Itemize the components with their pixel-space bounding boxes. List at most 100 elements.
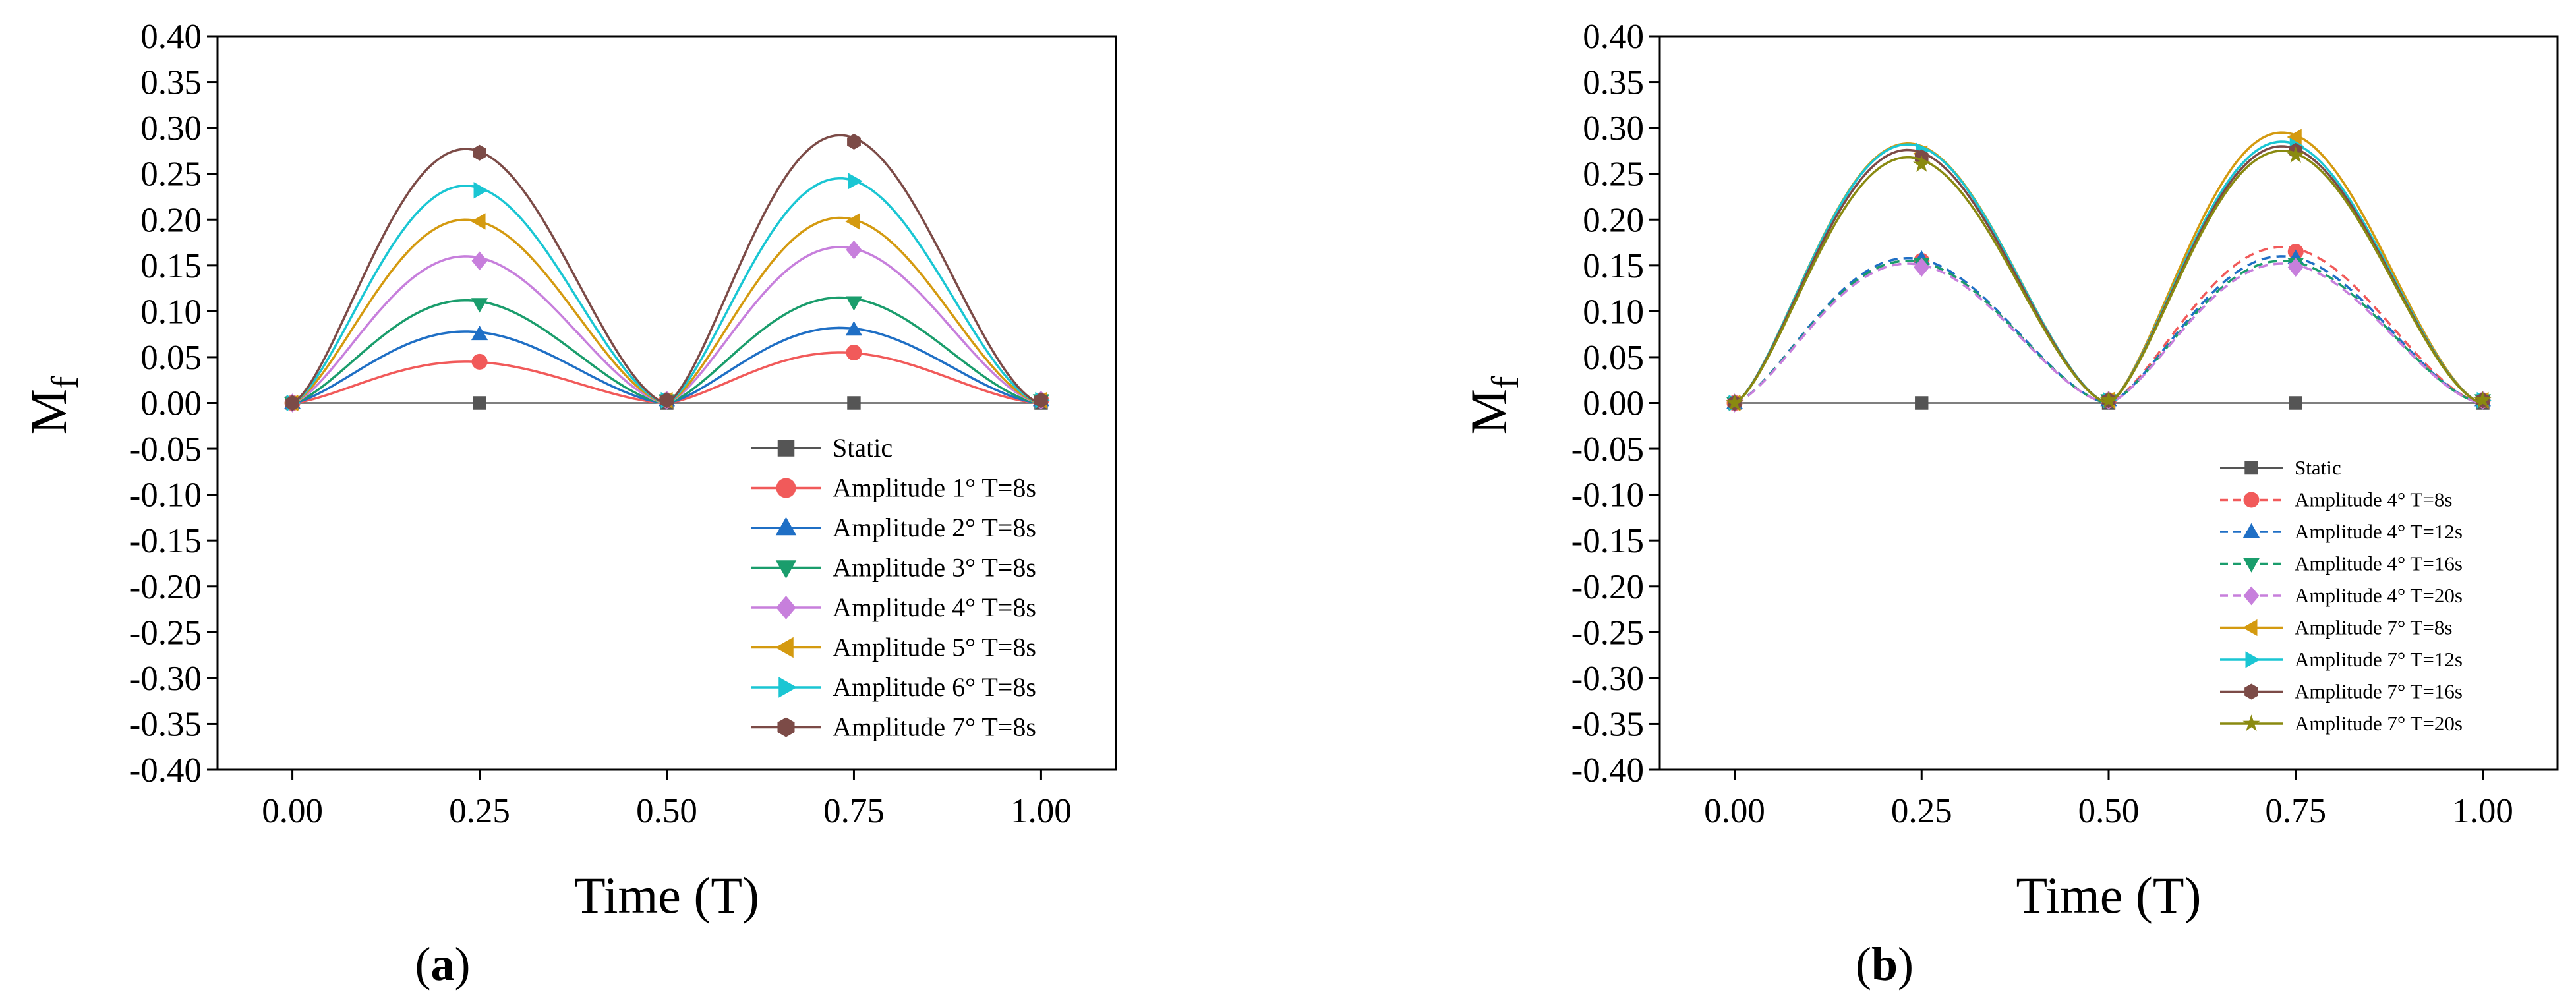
x-tick-label: 1.00 <box>2452 792 2513 830</box>
x-tick-label: 0.75 <box>2265 792 2326 830</box>
legend-label: Amplitude 4° T=8s <box>833 592 1036 622</box>
data-point <box>471 213 486 230</box>
y-tick-label: -0.35 <box>1571 705 1644 743</box>
y-tick-label: -0.10 <box>1571 476 1644 515</box>
data-point <box>2287 129 2302 146</box>
y-tick-label: -0.25 <box>129 614 202 652</box>
x-axis-label: Time (T) <box>574 867 759 924</box>
legend-marker <box>2242 558 2260 573</box>
legend-label: Amplitude 2° T=8s <box>833 513 1036 542</box>
y-tick-label: 0.15 <box>140 247 202 285</box>
legend-marker <box>776 478 796 498</box>
data-point <box>1915 396 1929 410</box>
x-tick-label: 0.50 <box>636 792 697 830</box>
data-point <box>846 344 862 360</box>
legend-marker <box>2244 683 2258 700</box>
data-point <box>2287 146 2304 163</box>
data-point <box>845 213 860 230</box>
data-point <box>2099 391 2118 408</box>
y-tick-label: 0.25 <box>140 156 202 194</box>
series-line <box>1734 246 2483 405</box>
panel-label: (b) <box>1856 938 1914 991</box>
panel-b: 0.40 0.35 0.30 0.25 0.20 0.15 0.10 0.05 0.00 -0.0… <box>1460 18 2559 991</box>
data-point <box>1726 393 1743 411</box>
data-point <box>1034 392 1048 409</box>
series-line <box>1734 260 2483 405</box>
data-point <box>473 182 488 199</box>
y-tick-label: 0.15 <box>1583 247 1644 285</box>
legend-label: Amplitude 7° T=12s <box>2295 648 2463 671</box>
x-tick-label: 1.00 <box>1010 792 1072 830</box>
y-tick-label: -0.20 <box>1571 568 1644 606</box>
y-tick-label: 0.35 <box>140 64 202 102</box>
x-tick-label: 0.00 <box>1704 792 1765 830</box>
series-line <box>291 216 1041 405</box>
legend-label: Amplitude 4° T=16s <box>2295 552 2463 575</box>
y-tick-label: 0.00 <box>1583 385 1644 423</box>
y-tick-label: 0.35 <box>1583 64 1644 102</box>
y-tick-label: 0.40 <box>140 18 202 56</box>
data-point <box>471 325 488 341</box>
y-tick-label: -0.05 <box>129 430 202 469</box>
y-tick-label: 0.20 <box>1583 201 1644 239</box>
data-point <box>1914 258 1930 277</box>
legend-label: Amplitude 5° T=8s <box>833 633 1036 662</box>
x-axis-label: Time (T) <box>2016 867 2202 924</box>
legend-label: Static <box>833 433 893 463</box>
legend-marker <box>777 440 795 457</box>
data-point <box>847 396 861 410</box>
data-point <box>2289 396 2302 410</box>
legend-marker <box>775 560 797 579</box>
y-tick-label: 0.25 <box>1583 156 1644 194</box>
legend-marker <box>2243 586 2260 606</box>
y-tick-label: 0.20 <box>140 201 202 239</box>
series-line <box>292 246 1041 405</box>
data-point <box>471 251 488 271</box>
series-line <box>1734 140 2483 405</box>
data-point <box>2287 258 2304 277</box>
panel-a: 0.40 0.35 0.30 0.25 0.20 0.15 0.10 0.05 0.00 -0.0… <box>20 18 1117 991</box>
data-point <box>471 298 488 313</box>
data-point <box>848 173 863 190</box>
legend-label: Amplitude 4° T=8s <box>2295 488 2452 511</box>
data-point <box>845 296 863 311</box>
data-point <box>473 396 486 410</box>
legend-marker <box>2245 651 2260 668</box>
panel-label: (a) <box>415 938 471 991</box>
legend-label: Amplitude 4° T=12s <box>2295 520 2463 543</box>
y-tick-label: 0.05 <box>140 339 202 377</box>
x-tick-label: 0.25 <box>449 792 510 830</box>
series-line <box>1734 255 2483 405</box>
legend-marker <box>775 517 797 536</box>
data-point <box>471 353 488 370</box>
series-line <box>1734 262 2483 405</box>
x-tick-label: 0.00 <box>262 792 323 830</box>
y-tick-label: 0.30 <box>1583 109 1644 148</box>
y-tick-label: 0.05 <box>1583 339 1644 377</box>
legend-marker <box>775 637 794 658</box>
legend-label: Amplitude 7° T=8s <box>833 712 1036 742</box>
data-point <box>285 395 299 411</box>
y-tick-label: -0.05 <box>1571 430 1644 469</box>
y-tick-label: 0.40 <box>1583 18 1644 56</box>
data-point <box>847 134 861 150</box>
y-tick-label: -0.35 <box>129 705 202 743</box>
data-point <box>2474 391 2492 408</box>
legend-marker <box>2242 714 2260 732</box>
series-line <box>1734 131 2483 405</box>
y-tick-label: -0.15 <box>1571 522 1644 560</box>
legend-marker <box>2242 523 2260 538</box>
data-point <box>845 321 863 336</box>
legend-marker <box>2243 492 2260 508</box>
y-axis-label: Mf <box>20 376 86 434</box>
legend-label: Amplitude 3° T=8s <box>833 553 1036 583</box>
data-point <box>1913 156 1931 172</box>
data-point <box>660 392 674 409</box>
legend-label: Amplitude 4° T=20s <box>2295 584 2463 607</box>
y-tick-label: 0.30 <box>140 109 202 148</box>
legend-label: Amplitude 6° T=8s <box>833 672 1036 702</box>
legend-marker <box>777 717 795 737</box>
legend-label: Amplitude 7° T=16s <box>2295 680 2463 703</box>
y-tick-label: -0.40 <box>1571 751 1644 790</box>
series-line <box>292 296 1041 405</box>
